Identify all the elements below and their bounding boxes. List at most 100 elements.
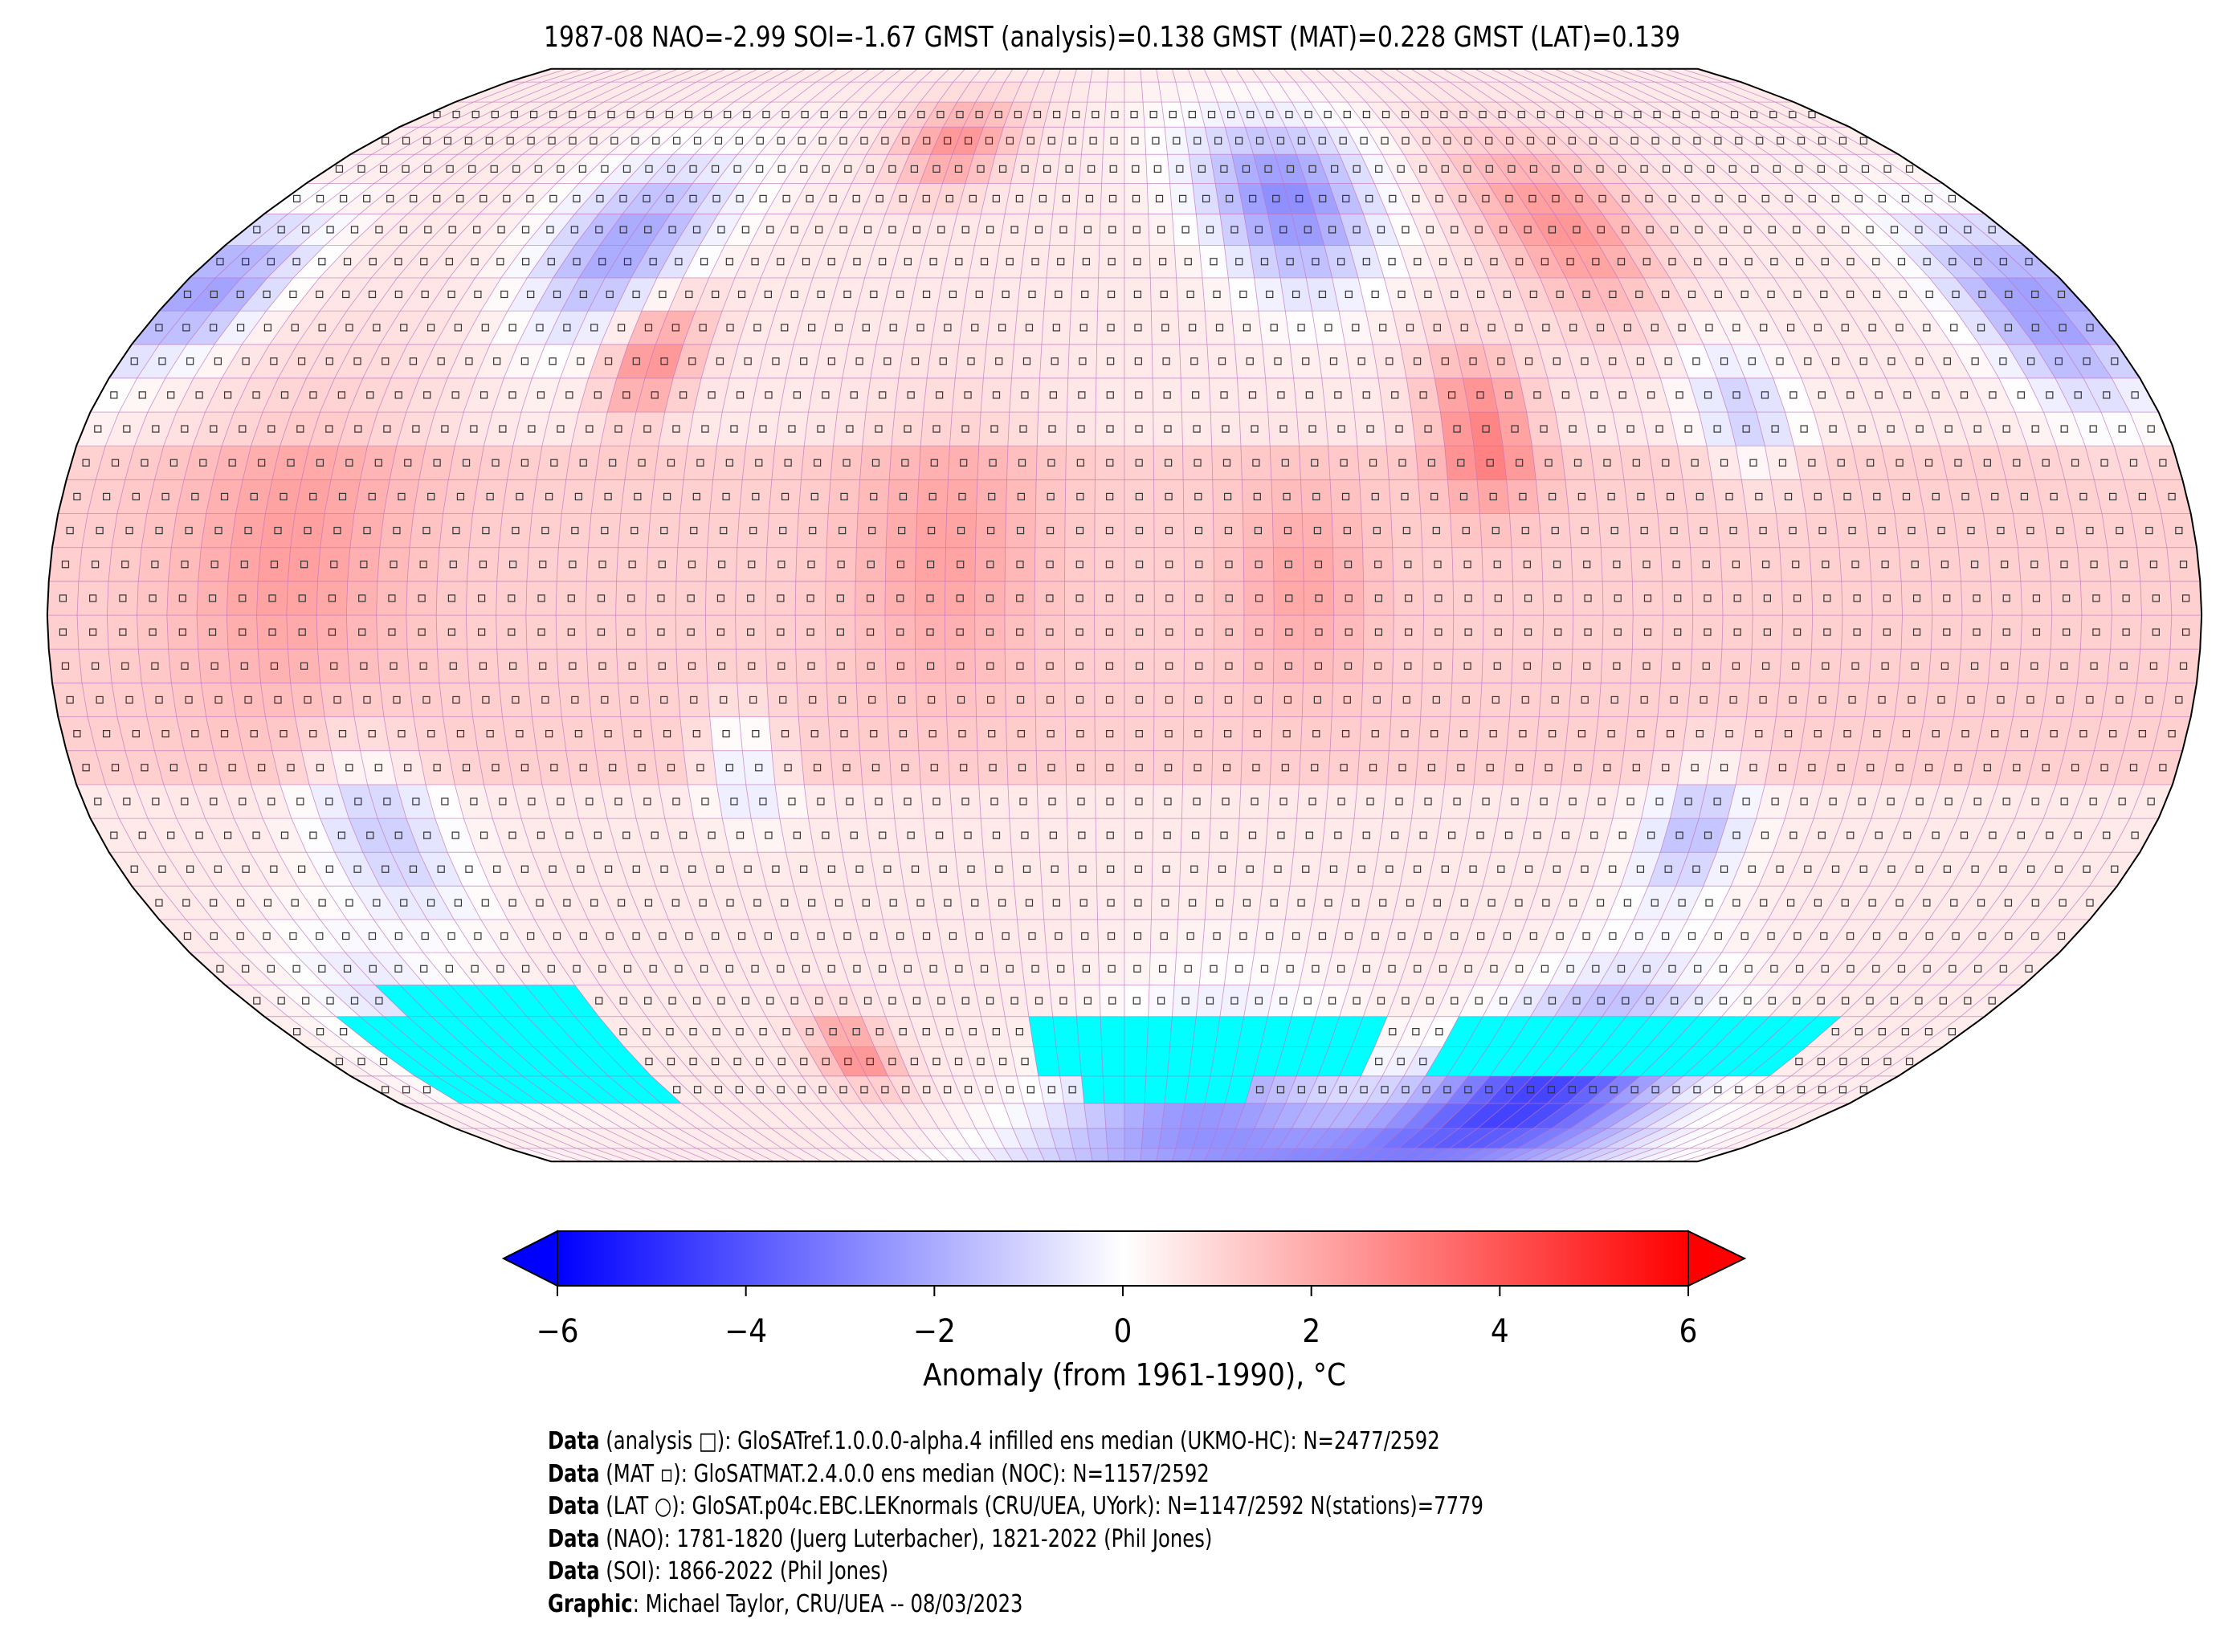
analysis-marker xyxy=(1251,425,1259,433)
anomaly-cell xyxy=(833,784,867,819)
anomaly-cell xyxy=(2020,614,2053,650)
anomaly-cell xyxy=(914,614,946,650)
analysis-marker xyxy=(1016,561,1024,569)
analysis-marker xyxy=(579,932,587,940)
analysis-marker xyxy=(298,594,306,602)
anomaly-cell xyxy=(704,581,737,616)
analysis-marker xyxy=(1732,391,1740,399)
anomaly-cell xyxy=(1070,277,1100,312)
analysis-marker xyxy=(806,594,814,602)
anomaly-cell xyxy=(1630,547,1663,582)
analysis-marker xyxy=(1165,628,1173,636)
anomaly-cell xyxy=(1124,648,1155,683)
analysis-marker xyxy=(239,425,247,433)
analysis-marker xyxy=(1960,391,1969,399)
analysis-marker xyxy=(368,932,377,940)
anomaly-cell xyxy=(1653,479,1688,514)
analysis-marker xyxy=(2109,730,2117,738)
analysis-marker xyxy=(2001,662,2009,670)
analysis-marker xyxy=(1135,695,1144,704)
anomaly-cell xyxy=(1072,68,1093,83)
analysis-marker xyxy=(155,324,163,332)
anomaly-cell xyxy=(1770,479,1806,514)
analysis-marker xyxy=(1195,662,1203,670)
analysis-marker xyxy=(242,865,250,873)
anomaly-cell xyxy=(949,784,981,819)
analysis-marker xyxy=(753,899,761,907)
anomaly-cell xyxy=(1124,153,1148,184)
anomaly-cell xyxy=(1924,682,1959,717)
analysis-marker xyxy=(1943,594,1951,602)
analysis-marker xyxy=(1225,594,1233,602)
analysis-marker xyxy=(2111,357,2119,365)
analysis-marker xyxy=(1911,662,1919,670)
anomaly-cell xyxy=(170,513,207,549)
anomaly-cell xyxy=(555,614,587,650)
anomaly-cell xyxy=(1064,513,1096,549)
analysis-marker xyxy=(1875,391,1883,399)
analysis-marker xyxy=(986,526,995,535)
anomaly-cell xyxy=(349,682,385,717)
analysis-marker xyxy=(1360,1086,1368,1094)
analysis-marker xyxy=(2060,797,2068,806)
analysis-marker xyxy=(1759,526,1767,535)
analysis-marker xyxy=(939,865,947,873)
anomaly-cell xyxy=(1746,513,1781,549)
analysis-marker xyxy=(735,1086,743,1094)
analysis-marker xyxy=(1696,730,1704,738)
analysis-marker xyxy=(1713,425,1721,433)
analysis-marker xyxy=(912,997,920,1005)
analysis-marker xyxy=(138,391,146,399)
anomaly-cell xyxy=(1149,245,1177,279)
analysis-marker xyxy=(1954,764,1962,772)
anomaly-cell xyxy=(1570,547,1603,582)
anomaly-cell xyxy=(1953,513,1989,549)
analysis-marker xyxy=(1577,730,1586,738)
anomaly-cell xyxy=(1479,513,1512,549)
analysis-marker xyxy=(701,797,709,806)
analysis-marker xyxy=(191,492,199,500)
anomaly-cell xyxy=(1362,547,1394,582)
anomaly-cell xyxy=(1444,750,1478,785)
analysis-marker xyxy=(1671,997,1679,1005)
anomaly-cell xyxy=(320,682,355,717)
analysis-marker xyxy=(2175,695,2183,704)
anomaly-cell xyxy=(1957,547,1992,582)
anomaly-cell xyxy=(1677,445,1713,480)
analysis-marker xyxy=(638,459,646,467)
anomaly-cell xyxy=(1041,310,1071,345)
anomaly-cell xyxy=(1011,344,1043,379)
analysis-marker xyxy=(1285,594,1293,602)
analysis-marker xyxy=(296,797,304,806)
analysis-marker xyxy=(1997,695,2005,704)
analysis-marker xyxy=(868,526,876,535)
analysis-marker xyxy=(1157,997,1165,1005)
analysis-marker xyxy=(2031,899,2039,907)
analysis-marker xyxy=(191,730,199,738)
anomaly-cell xyxy=(1124,985,1150,1018)
analysis-marker xyxy=(1315,628,1323,636)
analysis-marker xyxy=(1581,357,1589,365)
anomaly-cell xyxy=(1357,750,1389,785)
anomaly-cell xyxy=(975,682,1006,717)
anomaly-cell xyxy=(1289,344,1323,379)
anomaly-cell xyxy=(855,513,888,549)
analysis-marker xyxy=(634,492,642,500)
anomaly-cell xyxy=(1095,377,1125,413)
colorbar-tick-label: 4 xyxy=(1490,1313,1509,1350)
anomaly-cell xyxy=(1107,68,1125,83)
analysis-marker xyxy=(1017,730,1026,738)
analysis-marker xyxy=(846,425,854,433)
anomaly-cell xyxy=(413,716,449,752)
analysis-marker xyxy=(875,1028,883,1036)
anomaly-cell xyxy=(1422,648,1454,683)
analysis-marker xyxy=(961,425,969,433)
anomaly-cell xyxy=(801,445,834,480)
analysis-marker xyxy=(1344,561,1353,569)
analysis-marker xyxy=(383,425,391,433)
analysis-marker xyxy=(1526,1086,1535,1094)
analysis-marker xyxy=(1486,764,1494,772)
anomaly-cell xyxy=(1094,547,1125,582)
analysis-marker xyxy=(1305,831,1313,839)
analysis-marker xyxy=(268,594,276,602)
